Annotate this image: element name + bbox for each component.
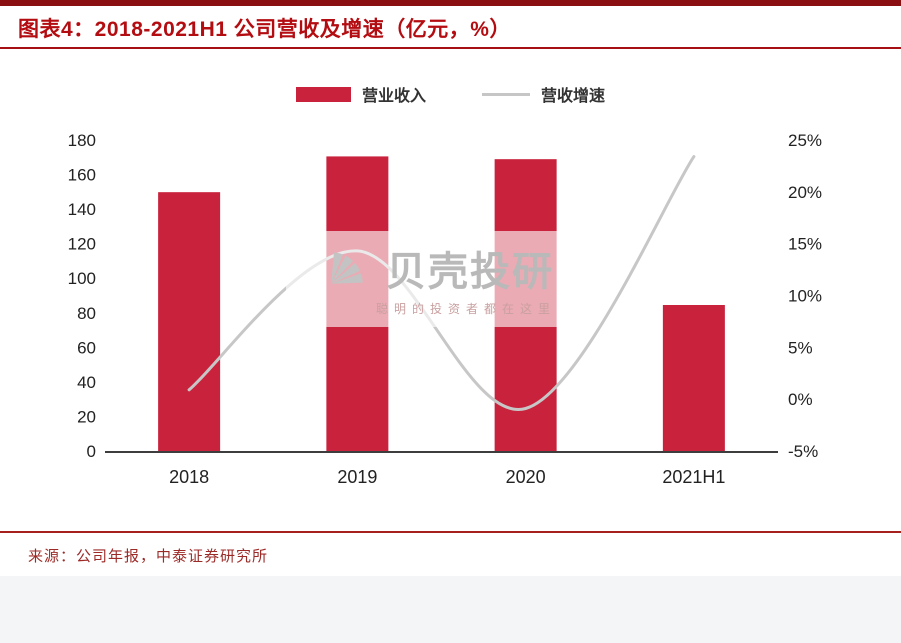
left-axis-tick: 20 [77, 407, 96, 426]
x-axis-label-2021H1: 2021H1 [662, 467, 725, 487]
legend-item-growth: 营收增速 [482, 82, 605, 106]
right-axis-tick: 20% [788, 183, 822, 202]
chart-title: 图表4：2018-2021H1 公司营收及增速（亿元，%） [18, 18, 511, 41]
left-axis-tick: 180 [68, 131, 96, 150]
bar-2021H1 [662, 305, 725, 451]
left-axis-tick: 120 [68, 235, 96, 254]
left-axis-tick: 160 [68, 166, 96, 185]
x-axis-label-2020: 2020 [506, 467, 546, 487]
x-axis-label-2018: 2018 [169, 467, 209, 487]
bar-2018 [158, 192, 221, 451]
right-axis-tick: 25% [788, 131, 822, 150]
source-text: 来源：公司年报，中泰证券研究所 [28, 549, 269, 565]
left-axis-tick: 0 [87, 442, 96, 461]
x-axis-label-2019: 2019 [337, 467, 377, 487]
shell-fan-icon [331, 252, 363, 284]
right-axis-tick: 15% [788, 235, 822, 254]
left-axis-tick: 60 [77, 338, 96, 357]
watermark-row: 贝壳投研 [320, 239, 554, 297]
left-axis-tick: 80 [77, 304, 96, 323]
right-axis-tick: 10% [788, 287, 822, 306]
left-axis-tick: 140 [68, 200, 96, 219]
legend-label-revenue: 营业收入 [361, 88, 426, 105]
source-divider-rule [0, 531, 901, 533]
growth-line-swatch-icon [482, 92, 530, 96]
legend-label-growth: 营收增速 [541, 88, 606, 105]
right-axis-tick: -5% [788, 442, 818, 461]
right-axis-tick: 0% [788, 390, 813, 409]
revenue-bar-swatch-icon [295, 86, 351, 102]
top-red-rule [0, 0, 901, 6]
growth-line [187, 155, 696, 411]
legend-item-revenue: 营业收入 [295, 82, 426, 106]
watermark-slogan: 聪明的投资者都在这里 [375, 302, 556, 316]
chart-legend: 营业收入 营收增速 [0, 82, 901, 106]
watermark-brand: 贝壳投研 [386, 250, 554, 294]
left-axis-tick: 100 [68, 269, 96, 288]
left-axis-tick: 40 [77, 373, 96, 392]
watermark: 贝壳投研 聪明的投资者都在这里 [286, 231, 588, 327]
title-underline-rule [0, 47, 901, 49]
right-axis-tick: 5% [788, 338, 813, 357]
footer-bar: 贝壳投研 [0, 576, 901, 643]
